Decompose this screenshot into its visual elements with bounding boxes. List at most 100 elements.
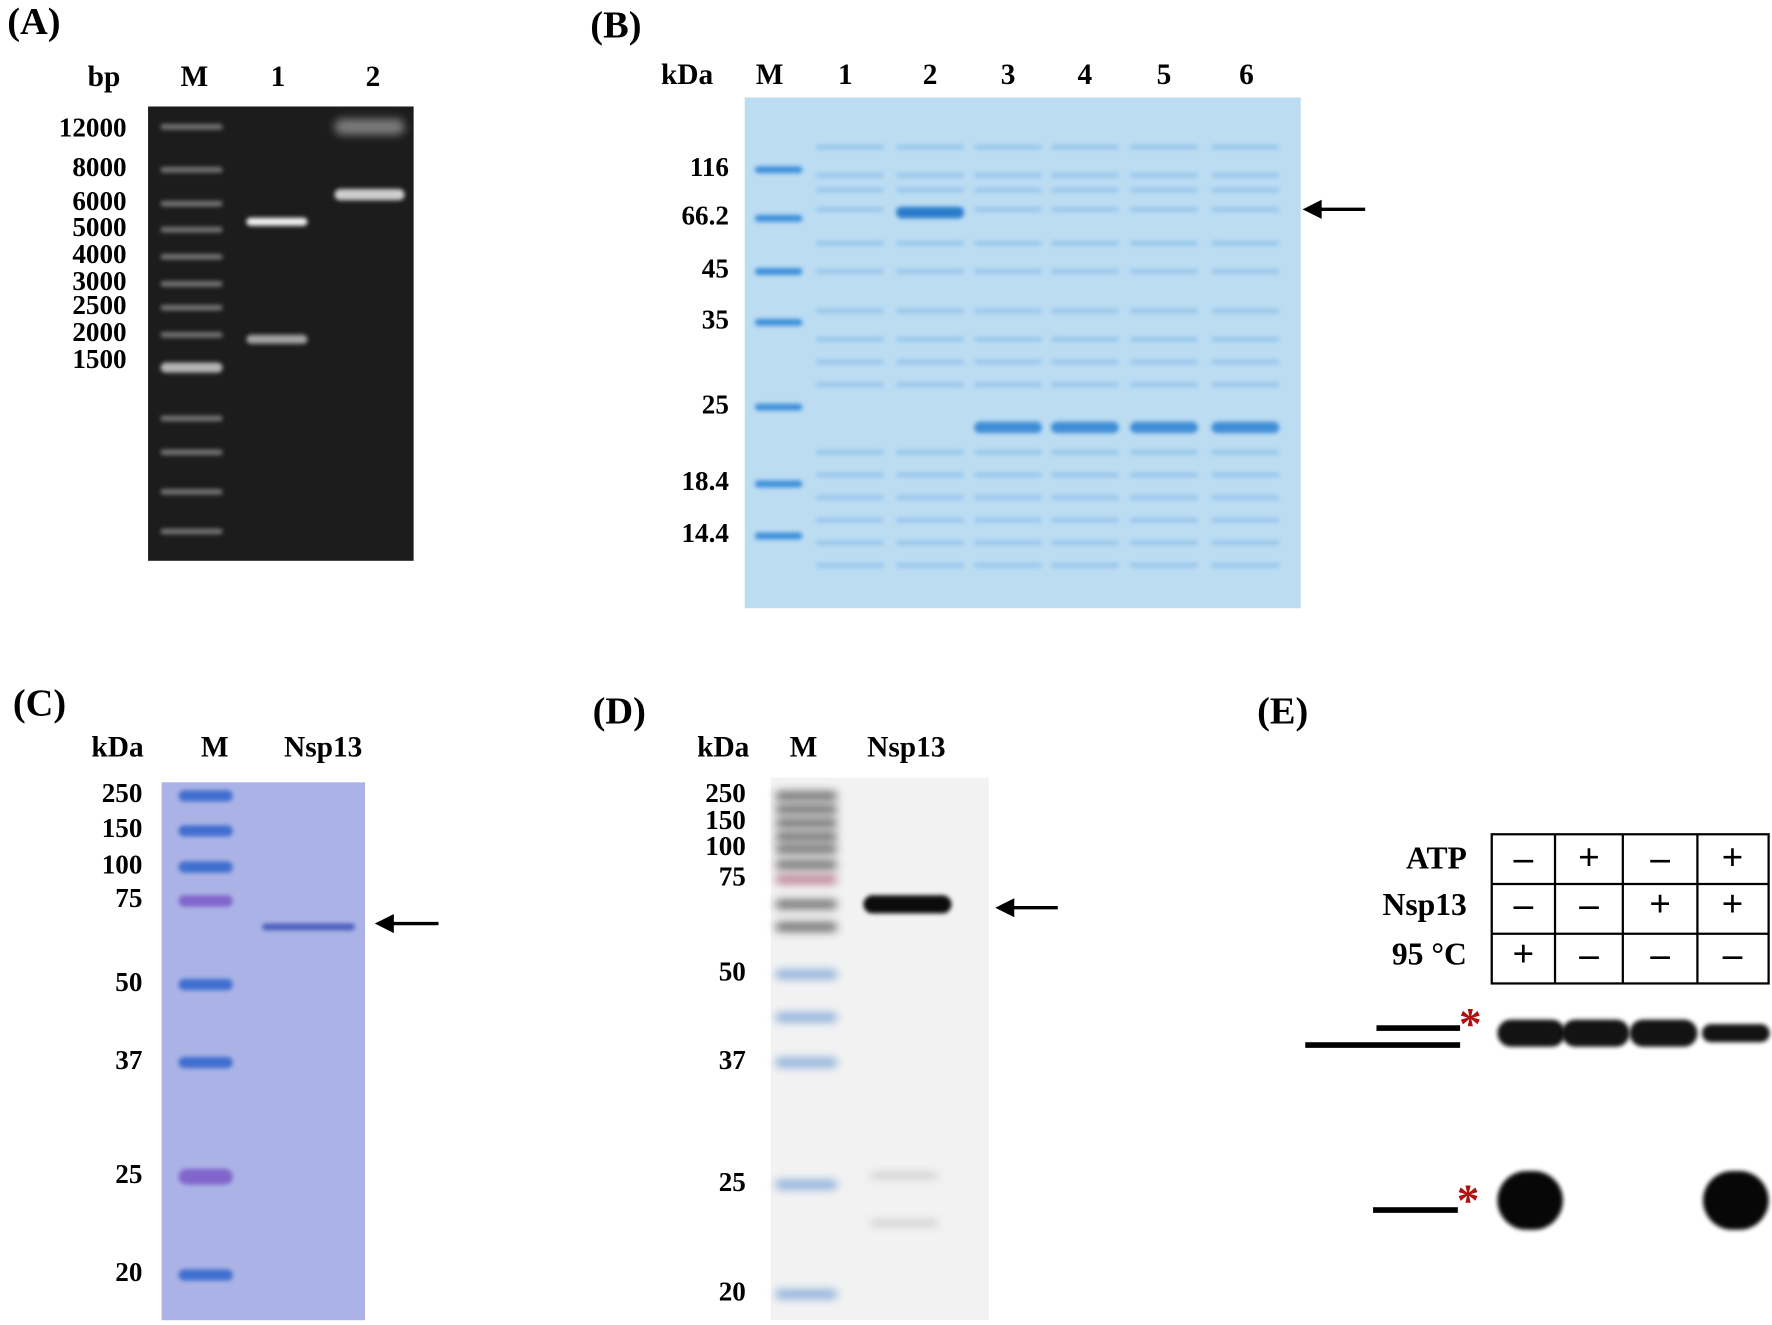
band <box>815 359 884 365</box>
band <box>896 495 964 500</box>
band <box>1211 421 1280 434</box>
band <box>974 450 1042 455</box>
band <box>1130 540 1198 545</box>
band <box>896 472 964 478</box>
band <box>1050 359 1119 365</box>
ladder-label: 2500 <box>72 290 126 320</box>
ladder-label: 25 <box>702 389 729 419</box>
band <box>178 978 233 991</box>
band <box>1130 472 1198 478</box>
ladder-label: 25 <box>719 1167 746 1197</box>
band <box>896 144 964 150</box>
band <box>1130 563 1198 568</box>
ladder-label: 37 <box>115 1045 142 1075</box>
band <box>815 269 884 274</box>
band <box>178 790 233 802</box>
band <box>1211 472 1280 478</box>
band <box>1130 269 1198 274</box>
band <box>1130 421 1198 434</box>
ladder-label: 37 <box>719 1045 746 1075</box>
band <box>160 226 223 233</box>
band <box>1130 450 1198 455</box>
band <box>1050 269 1119 274</box>
band <box>974 495 1042 500</box>
band <box>974 517 1042 523</box>
band <box>896 517 964 523</box>
band <box>1050 240 1119 246</box>
ladder-label: 2000 <box>72 317 126 347</box>
band <box>775 1012 838 1022</box>
unit-label: bp <box>88 61 121 93</box>
blot-d <box>770 777 989 1321</box>
band <box>1130 495 1198 500</box>
ladder-label: 66.2 <box>681 201 728 231</box>
band <box>775 969 838 979</box>
lane-label: 3 <box>1001 59 1016 91</box>
band <box>1211 495 1280 500</box>
band <box>160 528 223 535</box>
band <box>334 118 405 135</box>
sign: – <box>1513 884 1534 926</box>
band <box>974 540 1042 545</box>
ladder-label: 75 <box>719 862 746 892</box>
band <box>815 382 884 387</box>
band <box>1050 421 1119 434</box>
band <box>1211 540 1280 545</box>
lane-label: 2 <box>923 59 938 91</box>
band <box>815 540 884 545</box>
lane-label: Nsp13 <box>867 731 945 763</box>
band <box>1130 359 1198 365</box>
band <box>1701 1024 1770 1043</box>
band <box>815 207 884 212</box>
band <box>1130 240 1198 246</box>
band <box>896 207 964 219</box>
band <box>775 844 838 854</box>
band <box>775 1180 838 1190</box>
unit-label: kDa <box>661 59 714 91</box>
ladder-label: 6000 <box>72 186 126 216</box>
band <box>896 308 964 314</box>
sign: + <box>1722 884 1744 926</box>
band <box>896 269 964 274</box>
band <box>1050 472 1119 478</box>
ladder-label: 18.4 <box>681 466 729 496</box>
ladder-label: 14.4 <box>681 518 729 548</box>
band <box>974 240 1042 246</box>
band <box>1050 308 1119 314</box>
band <box>1211 450 1280 455</box>
sign: – <box>1650 933 1671 975</box>
band <box>974 337 1042 342</box>
band <box>246 334 308 344</box>
band <box>1629 1019 1698 1047</box>
band <box>754 166 803 174</box>
band <box>1130 144 1198 150</box>
band <box>160 281 223 287</box>
unit-label: kDa <box>91 731 144 763</box>
band <box>1211 337 1280 342</box>
band <box>775 922 838 932</box>
band <box>754 318 803 326</box>
band <box>1050 173 1119 178</box>
ladder-label: 5000 <box>72 212 126 242</box>
arrows <box>374 199 1366 934</box>
band <box>863 895 952 914</box>
band <box>870 1172 938 1179</box>
band <box>896 187 964 193</box>
lane-label: 2 <box>366 61 381 93</box>
band <box>1211 144 1280 150</box>
row-label: Nsp13 <box>1383 887 1467 922</box>
ladder-label: 8000 <box>72 152 126 182</box>
band <box>896 563 964 568</box>
band <box>1050 540 1119 545</box>
sign: + <box>1649 884 1671 926</box>
ladder-label: 150 <box>102 813 143 843</box>
band <box>1050 144 1119 150</box>
asterisk: * <box>1459 999 1482 1049</box>
sign: – <box>1722 933 1743 975</box>
band <box>334 188 405 201</box>
band <box>1050 187 1119 193</box>
ladder-label: 4000 <box>72 239 126 269</box>
lane-label: M <box>181 61 209 93</box>
ladder-label: 35 <box>702 305 729 335</box>
band <box>974 472 1042 478</box>
